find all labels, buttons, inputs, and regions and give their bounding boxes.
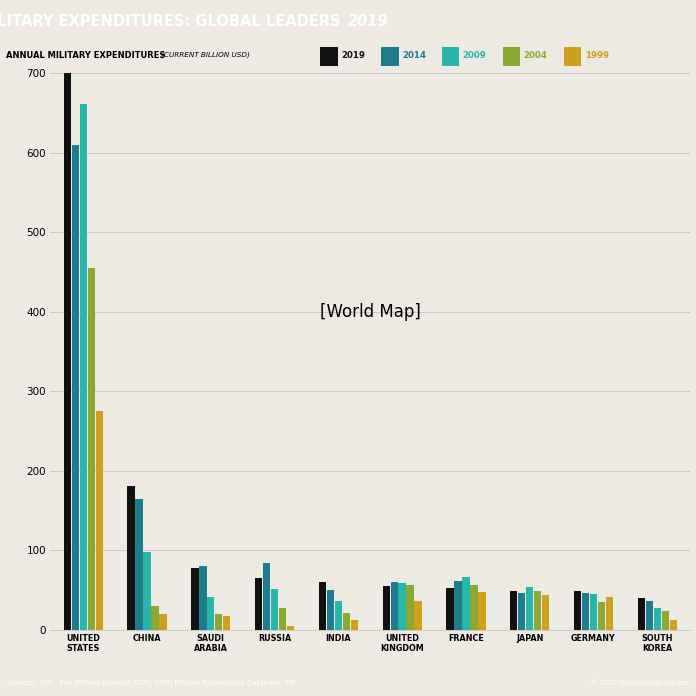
Bar — [151, 606, 159, 630]
Bar — [646, 601, 653, 630]
Bar — [215, 614, 223, 630]
Bar — [255, 578, 262, 630]
Text: 2004: 2004 — [523, 51, 547, 60]
Bar — [271, 589, 278, 630]
Bar — [638, 599, 645, 630]
Bar — [199, 567, 207, 630]
Bar — [79, 104, 87, 630]
Bar — [342, 613, 350, 630]
Bar — [542, 595, 549, 630]
Bar — [462, 576, 470, 630]
Bar — [670, 620, 677, 630]
Bar — [606, 597, 613, 630]
Text: [World Map]: [World Map] — [320, 303, 420, 321]
Bar — [478, 592, 486, 630]
Bar — [654, 608, 661, 630]
Bar — [406, 585, 414, 630]
Text: 2014: 2014 — [402, 51, 426, 60]
Bar — [136, 498, 143, 630]
Bar — [414, 601, 422, 630]
Bar — [263, 562, 270, 630]
Bar — [399, 583, 406, 630]
Text: (CURRENT BILLION USD): (CURRENT BILLION USD) — [161, 52, 251, 58]
Bar — [526, 587, 533, 630]
Bar — [662, 611, 669, 630]
Text: 1999: 1999 — [585, 51, 608, 60]
Bar — [510, 591, 517, 630]
Bar — [88, 268, 95, 630]
Bar — [335, 601, 342, 630]
Text: © 2020 Geopolitical Futures: © 2020 Geopolitical Futures — [590, 679, 689, 686]
Bar — [159, 614, 166, 630]
Bar — [446, 588, 454, 630]
Bar — [63, 47, 71, 630]
Text: 2009: 2009 — [463, 51, 487, 60]
Bar — [95, 411, 103, 630]
Bar — [72, 145, 79, 630]
Bar — [598, 602, 605, 630]
Bar — [287, 626, 294, 630]
Text: 2019: 2019 — [348, 14, 388, 29]
Bar — [390, 582, 398, 630]
Bar — [279, 608, 286, 630]
Text: 2019: 2019 — [341, 51, 365, 60]
Bar — [143, 552, 151, 630]
Bar — [223, 615, 230, 630]
Bar — [320, 47, 338, 65]
Text: Sources: IISS - The Military Balance 2020, SIPRI Military Expenditure Database, : Sources: IISS - The Military Balance 202… — [7, 680, 296, 686]
Bar — [383, 586, 390, 630]
Text: ANNUAL MILITARY EXPENDITURES: ANNUAL MILITARY EXPENDITURES — [6, 51, 165, 60]
Bar — [503, 47, 520, 65]
Bar — [326, 590, 334, 630]
Bar — [351, 620, 358, 630]
Bar — [319, 582, 326, 630]
Bar — [582, 593, 590, 630]
Bar — [381, 47, 399, 65]
Bar — [518, 593, 525, 630]
Bar — [442, 47, 459, 65]
Text: MILITARY EXPENDITURES: GLOBAL LEADERS: MILITARY EXPENDITURES: GLOBAL LEADERS — [0, 14, 346, 29]
Bar — [564, 47, 581, 65]
Bar — [191, 567, 198, 630]
Bar — [127, 486, 135, 630]
Bar — [590, 594, 597, 630]
Bar — [574, 592, 581, 630]
Bar — [454, 580, 461, 630]
Bar — [207, 597, 214, 630]
Bar — [534, 591, 541, 630]
Bar — [470, 585, 477, 630]
